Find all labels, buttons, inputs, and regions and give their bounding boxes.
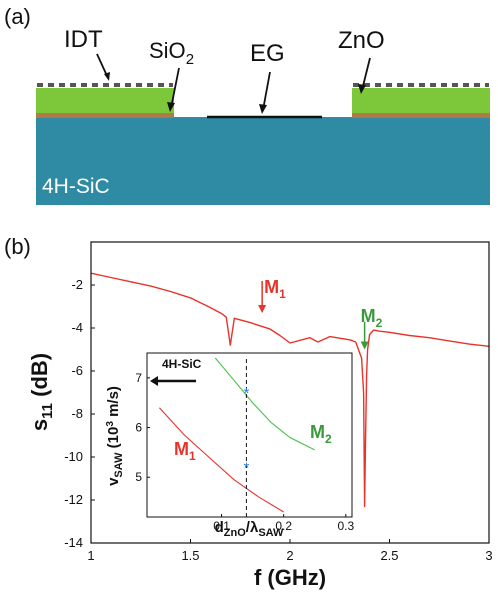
main-x-tick-label: 2 (286, 548, 293, 563)
eg-pointer-head (259, 104, 267, 114)
main-chart-x-label: f (GHz) (254, 565, 326, 590)
idt-label: IDT (64, 26, 103, 53)
main-y-tick-label: -2 (71, 277, 83, 292)
main-chart-series (90, 272, 490, 508)
idt-pointer-head (104, 72, 110, 81)
sio2-label: SiO2 (149, 38, 194, 68)
main-x-tick-label: 3 (485, 548, 492, 563)
panel-a: (a) 4H-SiC IDT SiO2 EG ZnO (4, 4, 490, 205)
main-y-tick-label: -8 (71, 406, 83, 421)
main-annotation-arrowhead (360, 341, 369, 350)
inset-marker: * (243, 459, 249, 476)
inset-chart-extras: * * 4H-SiC M1 M2 (150, 357, 332, 517)
inset-substrate-label: 4H-SiC (162, 357, 202, 371)
main-y-tick-label: -10 (64, 449, 83, 464)
substrate-label: 4H-SiC (42, 175, 110, 198)
main-x-tick-label: 1.5 (181, 548, 199, 563)
inset-x-tick-label: 0.1 (213, 519, 230, 533)
main-chart-y-label: s11 (dB) (27, 353, 56, 431)
main-x-tick-label: 1 (87, 548, 94, 563)
inset-chart-series (158, 357, 315, 513)
panel-b-label: (b) (4, 234, 31, 259)
zno-layer-right (352, 88, 490, 113)
sio2-layer-left (36, 112, 174, 118)
inset-series-line (214, 357, 315, 451)
main-y-tick-label: -12 (64, 492, 83, 507)
substrate-layer (36, 117, 490, 205)
inset-series-label: M1 (174, 439, 196, 463)
inset-marker: * (243, 385, 249, 402)
panel-a-label: (a) (4, 4, 31, 29)
zno-label: ZnO (338, 27, 385, 54)
sio2-pointer-head (167, 102, 175, 112)
inset-chart-y-ticks: 5 6 7 (135, 371, 150, 484)
eg-label: EG (250, 40, 285, 67)
inset-chart-x-label: dZnO/λSAW (215, 519, 284, 539)
zno-layer-left (36, 88, 174, 113)
main-y-tick-label: -6 (71, 363, 83, 378)
inset-substrate-arrowhead (150, 376, 158, 386)
inset-x-tick-label: 0.2 (275, 519, 292, 533)
main-y-tick-label: -4 (71, 320, 83, 335)
inset-chart-y-label: vSAW (103 m/s) (105, 386, 125, 486)
eg-pointer (262, 71, 271, 111)
zno-pointer-head (358, 84, 366, 94)
panel-b: (b) 1 1.5 2 2.5 3 -14 -12 -10 -8 -6 -4 -2 M1 M2 f (… (4, 234, 493, 590)
main-annotation-arrowhead (258, 304, 267, 313)
inset-x-tick-label: 0.3 (337, 519, 354, 533)
main-chart-y-ticks: -14 -12 -10 -8 -6 -4 -2 (64, 277, 95, 550)
main-series-line (90, 272, 490, 508)
main-chart-annotations: M1 M2 (258, 277, 383, 350)
inset-y-tick-label: 6 (135, 421, 142, 435)
inset-y-tick-label: 7 (135, 371, 142, 385)
inset-series-label: M2 (310, 422, 332, 446)
inset-series-line (158, 407, 284, 513)
main-y-tick-label: -14 (64, 535, 83, 550)
sio2-layer-right (352, 112, 490, 118)
sio2-pointer (170, 67, 180, 109)
main-x-tick-label: 2.5 (380, 548, 398, 563)
main-annotation-label: M1 (264, 277, 286, 301)
inset-chart: 0.1 0.2 0.3 5 6 7 * * 4H-SiC M1 M2 dZnO/λSAW vSA… (105, 352, 354, 539)
zno-pointer (361, 57, 371, 91)
main-chart-x-ticks: 1 1.5 2 2.5 3 (87, 539, 493, 563)
inset-chart-frame (146, 352, 353, 518)
inset-y-tick-label: 5 (135, 470, 142, 484)
main-annotation-label: M2 (361, 306, 383, 330)
main-chart: 1 1.5 2 2.5 3 -14 -12 -10 -8 -6 -4 -2 M1 M2 f (GHz)… (27, 241, 493, 590)
inset-chart-x-ticks: 0.1 0.2 0.3 (213, 514, 354, 533)
